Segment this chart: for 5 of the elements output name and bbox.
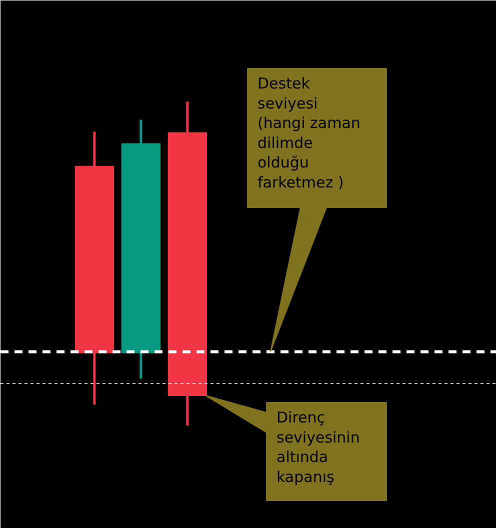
candlestick bbox=[168, 100, 207, 427]
candlestick bbox=[121, 118, 160, 380]
candlestick bbox=[74, 130, 114, 406]
text: Direnç seviyesinin altında kapanış bbox=[276, 408, 360, 486]
text: Destek seviyesi (hangi zaman dilimde olduğu farketmez ) bbox=[258, 74, 360, 192]
